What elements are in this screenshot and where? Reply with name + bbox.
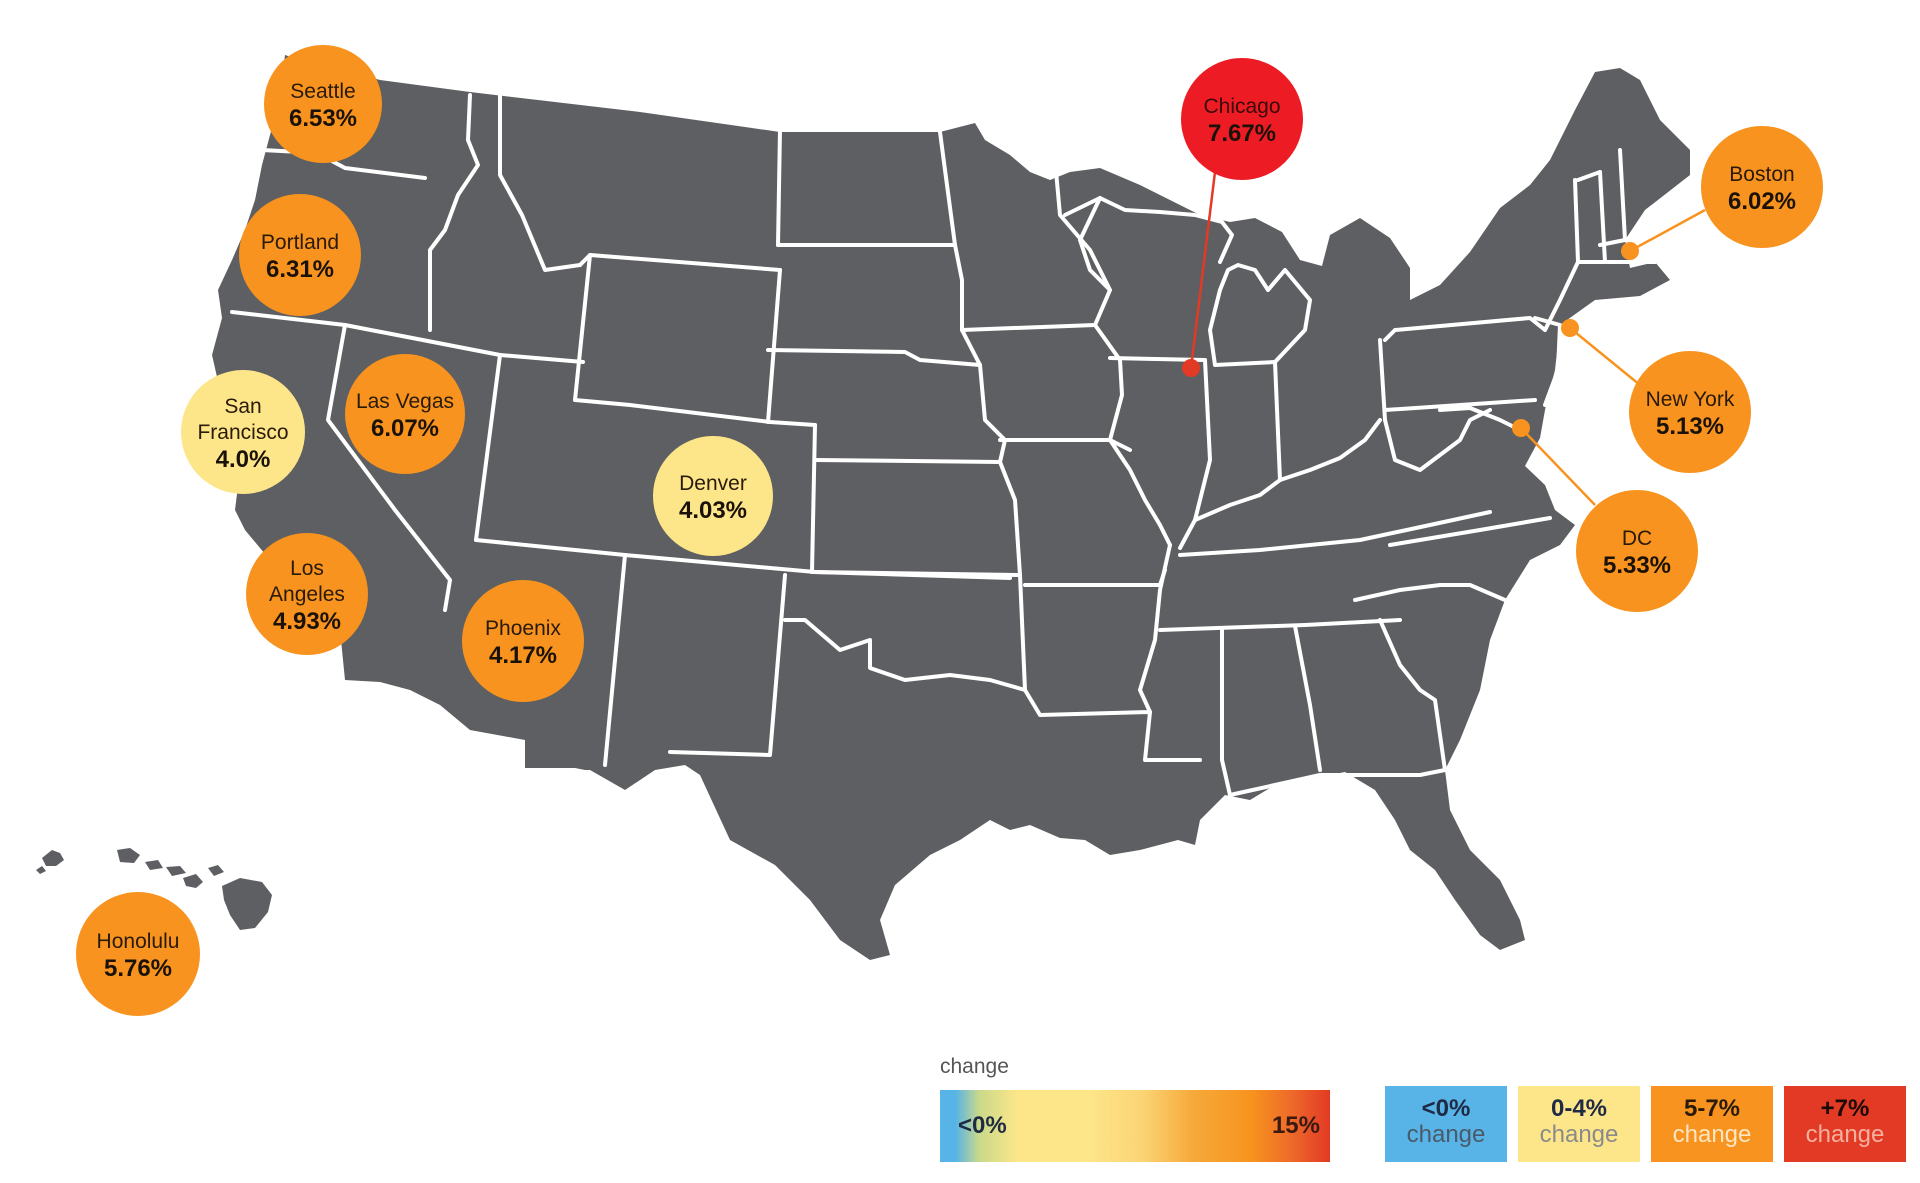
legend-gradient-bar: <0% 15% bbox=[940, 1090, 1330, 1162]
los-angeles-value: 4.93% bbox=[273, 608, 341, 635]
honolulu-bubble-circle bbox=[76, 892, 200, 1016]
seattle-name: Seattle bbox=[290, 80, 355, 103]
dc-value: 5.33% bbox=[1603, 552, 1671, 579]
dc-leader-line bbox=[1520, 427, 1596, 506]
las-vegas-bubble-circle bbox=[345, 354, 465, 474]
legend-bucket-range: 0-4% bbox=[1550, 1095, 1608, 1122]
legend-gradient-max: 15% bbox=[1271, 1112, 1320, 1139]
new-york-name: New York bbox=[1646, 388, 1735, 411]
boston-bubble-circle bbox=[1701, 126, 1823, 248]
san-francisco-name: San Francisco bbox=[197, 395, 288, 444]
denver-bubble-circle bbox=[653, 436, 773, 556]
legend-caption: change bbox=[940, 1055, 1009, 1078]
honolulu-name: Honolulu bbox=[97, 930, 180, 953]
chicago-leader-line bbox=[1189, 171, 1217, 369]
san-francisco-value: 4.0% bbox=[216, 446, 271, 473]
chicago-name: Chicago bbox=[1203, 95, 1280, 118]
denver-name: Denver bbox=[679, 472, 747, 495]
dc-name: DC bbox=[1622, 527, 1652, 550]
new-york-leader-line bbox=[1569, 327, 1641, 386]
legend-bucket-word: change bbox=[1672, 1121, 1752, 1148]
las-vegas-value: 6.07% bbox=[371, 415, 439, 442]
boston-leader-line bbox=[1629, 208, 1706, 253]
new-york-bubble-circle bbox=[1629, 351, 1751, 473]
los-angeles-name: Los Angeles bbox=[269, 557, 345, 606]
new-york-value: 5.13% bbox=[1656, 413, 1724, 440]
legend-bucket-word: change bbox=[1805, 1121, 1885, 1148]
legend-gradient-min: <0% bbox=[958, 1112, 1007, 1139]
dc-bubble-circle bbox=[1576, 490, 1698, 612]
state-borders bbox=[230, 93, 1657, 797]
honolulu-value: 5.76% bbox=[104, 955, 172, 982]
portland-value: 6.31% bbox=[266, 256, 334, 283]
leader-lines bbox=[1182, 171, 1706, 506]
legend-bucket-range: +7% bbox=[1820, 1095, 1870, 1122]
seattle-value: 6.53% bbox=[289, 105, 357, 132]
chicago-value: 7.67% bbox=[1208, 120, 1276, 147]
san-francisco-bubble-circle bbox=[181, 370, 305, 494]
los-angeles-bubble-circle bbox=[246, 533, 368, 655]
phoenix-name: Phoenix bbox=[485, 617, 561, 640]
legend-bucket-range: 5-7% bbox=[1683, 1095, 1741, 1122]
legend-bucket-range: <0% bbox=[1421, 1095, 1471, 1122]
legend-bucket-word: change bbox=[1406, 1121, 1486, 1148]
legend-bucket-5-7: 5-7% change bbox=[1651, 1086, 1773, 1162]
boston-name: Boston bbox=[1729, 163, 1794, 186]
boston-location-dot bbox=[1621, 242, 1639, 260]
las-vegas-name: Las Vegas bbox=[356, 390, 454, 413]
new-york-location-dot bbox=[1561, 319, 1579, 337]
boston-value: 6.02% bbox=[1728, 188, 1796, 215]
portland-name: Portland bbox=[261, 231, 339, 254]
legend-bucket-0-4: 0-4% change bbox=[1518, 1086, 1640, 1162]
chicago-location-dot bbox=[1182, 359, 1200, 377]
phoenix-value: 4.17% bbox=[489, 642, 557, 669]
legend-bucket-over-7: +7% change bbox=[1784, 1086, 1906, 1162]
dc-location-dot bbox=[1512, 419, 1530, 437]
denver-value: 4.03% bbox=[679, 497, 747, 524]
phoenix-bubble-circle bbox=[462, 580, 584, 702]
seattle-bubble-circle bbox=[264, 45, 382, 163]
legend-bucket-word: change bbox=[1539, 1121, 1619, 1148]
legend-bucket-negative: <0% change bbox=[1385, 1086, 1507, 1162]
chicago-bubble-circle bbox=[1181, 58, 1303, 180]
city-bubble-dc: DC5.33% bbox=[1576, 490, 1698, 612]
portland-bubble-circle bbox=[239, 194, 361, 316]
map-land bbox=[36, 55, 1690, 960]
